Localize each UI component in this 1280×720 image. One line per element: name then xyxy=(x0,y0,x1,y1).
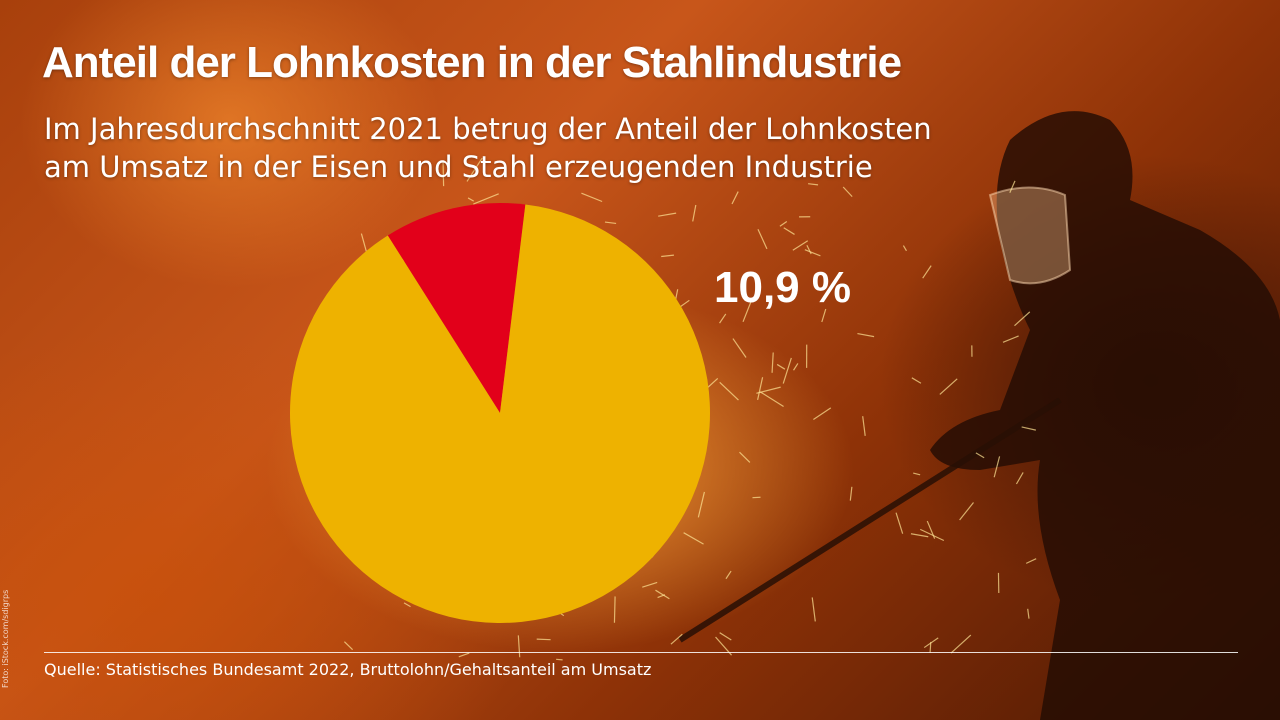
subtitle-line-1: Im Jahresdurchschnitt 2021 betrug der An… xyxy=(44,112,932,146)
visor xyxy=(988,186,1072,285)
pie-slice-rest xyxy=(290,204,711,623)
source-divider xyxy=(44,652,1238,653)
subtitle-line-2: am Umsatz in der Eisen und Stahl erzeuge… xyxy=(44,150,873,184)
steel-rod xyxy=(678,397,1062,643)
pie-slice-lohnkosten xyxy=(387,203,526,413)
chart-title: Anteil der Lohnkosten in der Stahlindust… xyxy=(42,38,902,87)
pie-slice-label: 10,9 % xyxy=(714,263,851,312)
photo-credit: Foto: iStock.com/sdigrps xyxy=(1,589,10,688)
source-note: Quelle: Statistisches Bundesamt 2022, Br… xyxy=(44,660,652,679)
chart-subtitle: Im Jahresdurchschnitt 2021 betrug der An… xyxy=(44,110,1044,186)
worker-silhouette xyxy=(930,111,1280,720)
